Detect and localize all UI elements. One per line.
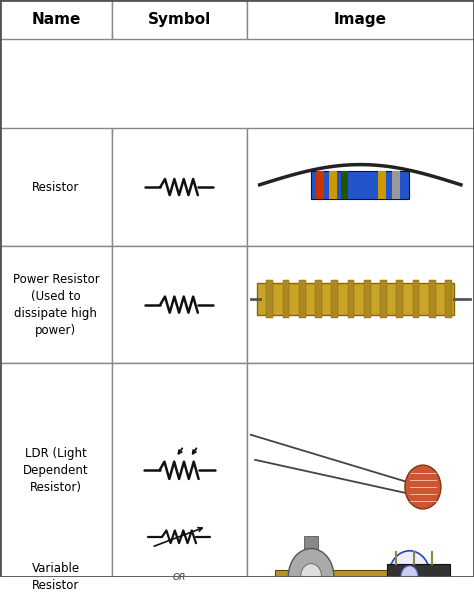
Circle shape <box>405 465 441 509</box>
Bar <box>246 0 474 39</box>
Bar <box>304 536 318 551</box>
Bar <box>378 171 386 198</box>
Bar <box>392 171 400 198</box>
Bar <box>111 128 246 246</box>
Circle shape <box>401 566 418 587</box>
Bar <box>396 280 403 318</box>
Circle shape <box>301 564 321 589</box>
Bar <box>429 280 436 318</box>
Bar <box>0 128 111 246</box>
Text: Name: Name <box>31 12 81 27</box>
Bar <box>111 0 246 39</box>
Bar <box>248 131 472 244</box>
Circle shape <box>288 549 334 604</box>
Bar <box>246 128 474 246</box>
Bar <box>248 248 472 361</box>
Text: OR: OR <box>173 573 186 581</box>
Text: Symbol: Symbol <box>147 12 210 27</box>
Bar <box>283 280 289 318</box>
Text: Image: Image <box>334 12 387 27</box>
Bar <box>331 280 338 318</box>
Bar <box>316 171 324 198</box>
Bar <box>364 280 371 318</box>
Bar <box>0 246 111 364</box>
Bar <box>0 0 111 39</box>
Bar <box>248 575 472 580</box>
Circle shape <box>389 551 430 601</box>
Bar <box>0 364 111 577</box>
Bar <box>246 364 474 577</box>
Bar <box>413 280 419 318</box>
Bar <box>341 171 348 198</box>
Bar <box>246 246 474 364</box>
Bar <box>248 366 472 575</box>
Bar <box>111 364 246 577</box>
Bar <box>275 571 398 586</box>
Bar <box>348 280 355 318</box>
Bar <box>315 280 322 318</box>
Text: LDR (Light
Dependent
Resistor): LDR (Light Dependent Resistor) <box>23 447 89 494</box>
Bar <box>111 246 246 364</box>
Bar <box>266 280 273 318</box>
Text: Power Resistor
(Used to
dissipate high
power): Power Resistor (Used to dissipate high p… <box>12 273 99 336</box>
Bar <box>445 280 452 318</box>
Text: Variable
Resistor: Variable Resistor <box>32 562 80 592</box>
Bar <box>380 280 387 318</box>
Bar <box>257 283 454 315</box>
Text: Resistor: Resistor <box>32 180 80 194</box>
Bar <box>299 280 306 318</box>
Bar <box>387 564 450 593</box>
Bar <box>311 171 410 198</box>
Bar <box>329 171 337 198</box>
